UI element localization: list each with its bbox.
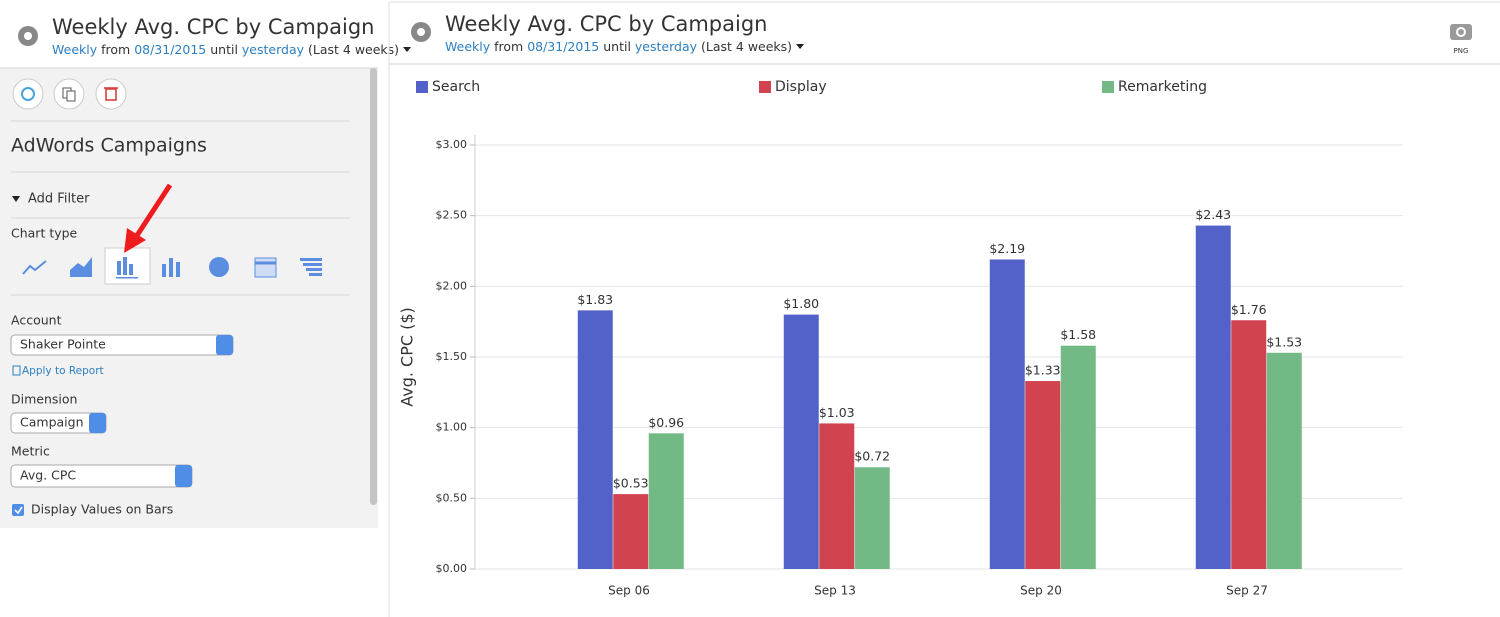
gear-icon[interactable] (18, 26, 38, 46)
table-type[interactable] (254, 257, 277, 278)
account-select[interactable] (10, 334, 234, 356)
legend-swatch[interactable] (759, 81, 771, 93)
legend-label[interactable]: Search (432, 79, 480, 95)
value-label: $0.53 (613, 476, 649, 491)
pie-type[interactable] (209, 257, 229, 277)
panel-subtitle: Weekly from 08/31/2015 until yesterday (… (445, 39, 792, 54)
x-tick-label: Sep 20 (1020, 584, 1062, 598)
bar[interactable] (819, 423, 855, 569)
value-label: $0.72 (854, 449, 890, 464)
bar[interactable] (1060, 345, 1096, 569)
bar[interactable] (1231, 320, 1267, 569)
caret (12, 196, 20, 202)
sidebar-title: Weekly Avg. CPC by Campaign (52, 15, 374, 39)
legend-label[interactable]: Display (775, 79, 827, 95)
dimension-value: Campaign (20, 415, 84, 430)
line-type[interactable] (22, 260, 47, 275)
y-tick-label: $2.00 (436, 279, 468, 292)
legend-swatch[interactable] (1102, 81, 1114, 93)
value-label: $1.53 (1266, 334, 1302, 349)
metric-select[interactable] (10, 464, 193, 488)
sidebar-bg (0, 68, 378, 528)
y-axis-label: Avg. CPC ($) (398, 307, 417, 407)
period[interactable]: Weekly (52, 42, 98, 57)
until: until (603, 39, 631, 54)
x-tick-label: Sep 27 (1226, 584, 1268, 598)
range: (Last 4 weeks) (308, 42, 399, 57)
metric-label: Metric (11, 444, 50, 459)
area-type[interactable] (70, 257, 92, 277)
range-caret[interactable] (403, 47, 412, 52)
value-label: $1.80 (783, 296, 819, 311)
copy-button[interactable] (53, 78, 85, 110)
range: (Last 4 weeks) (701, 39, 792, 54)
bar[interactable] (577, 310, 613, 569)
y-tick-label: $1.00 (436, 421, 468, 434)
dimension-label: Dimension (11, 392, 77, 407)
bar[interactable] (1266, 352, 1302, 569)
x-tick-label: Sep 06 (608, 584, 650, 598)
chart-type-label: Chart type (11, 226, 78, 241)
value-label: $1.83 (577, 292, 613, 307)
legend-label[interactable]: Remarketing (1118, 79, 1207, 95)
gear-icon[interactable] (411, 22, 431, 42)
bar[interactable] (783, 314, 819, 569)
chart: Avg. CPC ($) $0.00 $0.50 $1.00 $1.50 $2.00 $2… (398, 79, 1403, 598)
y-tick-label: $3.00 (436, 138, 468, 151)
start-date[interactable]: 08/31/2015 (527, 39, 599, 54)
metric-value: Avg. CPC (20, 468, 76, 483)
from: from (101, 42, 130, 57)
value-label: $0.96 (648, 415, 684, 430)
start-date[interactable]: 08/31/2015 (134, 42, 206, 57)
y-tick-label: $0.50 (436, 491, 468, 504)
selected-type-box (104, 247, 151, 285)
panel-title: Weekly Avg. CPC by Campaign (445, 12, 767, 36)
section-title: AdWords Campaigns (11, 135, 207, 157)
delete-button[interactable] (95, 78, 127, 110)
bar[interactable] (854, 467, 890, 569)
value-label: $1.58 (1060, 327, 1096, 342)
x-tick-label: Sep 13 (814, 584, 856, 598)
y-tick-label: $1.50 (436, 350, 468, 363)
legend-swatch[interactable] (416, 81, 428, 93)
scrollbar[interactable] (370, 68, 377, 505)
bar[interactable] (989, 259, 1025, 569)
end-date[interactable]: yesterday (635, 39, 698, 54)
value-label: $2.19 (989, 241, 1025, 256)
png-export[interactable]: PNG (1454, 47, 1469, 55)
y-tick-label: $2.50 (436, 209, 468, 222)
camera-icon[interactable] (1450, 24, 1472, 40)
sidebar-subtitle: Weekly from 08/31/2015 until yesterday (… (52, 42, 399, 57)
bar[interactable] (1195, 225, 1231, 569)
bar[interactable] (1025, 381, 1061, 569)
checkbox[interactable] (12, 504, 24, 516)
dimension-select[interactable] (10, 412, 107, 434)
annotation-arrow (124, 183, 173, 253)
from: from (494, 39, 523, 54)
value-label: $1.33 (1025, 363, 1061, 378)
value-label: $2.43 (1195, 207, 1231, 222)
y-tick-label: $0.00 (436, 562, 468, 575)
grouped-bar-type[interactable] (116, 257, 138, 279)
add-filter[interactable]: Add Filter (28, 192, 90, 207)
checkbox-label: Display Values on Bars (31, 502, 173, 517)
account-value: Shaker Pointe (20, 337, 106, 352)
period[interactable]: Weekly (445, 39, 491, 54)
end-date[interactable]: yesterday (242, 42, 305, 57)
bar-type[interactable] (162, 258, 180, 277)
bar[interactable] (648, 433, 684, 569)
apply-link[interactable]: Apply to Report (22, 365, 104, 377)
until: until (210, 42, 238, 57)
value-label: $1.76 (1231, 302, 1267, 317)
value-label: $1.03 (819, 405, 855, 420)
account-label: Account (11, 313, 62, 328)
doc-icon (12, 365, 21, 376)
range-caret[interactable] (796, 44, 805, 49)
bar[interactable] (613, 494, 649, 569)
refresh-button[interactable] (12, 78, 44, 110)
checkmark (14, 506, 23, 515)
funnel-type[interactable] (300, 258, 322, 276)
